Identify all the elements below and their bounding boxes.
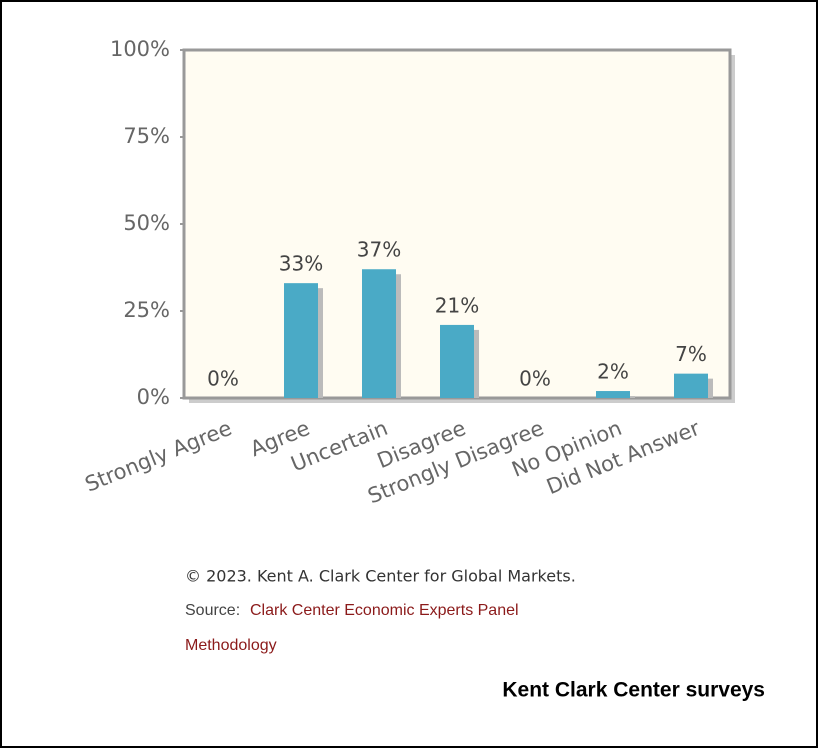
source-link[interactable]: Clark Center Economic Experts Panel — [250, 602, 519, 619]
value-label: 0% — [519, 367, 551, 391]
value-label: 2% — [597, 360, 629, 384]
bar — [362, 269, 396, 398]
copyright: © 2023. Kent A. Clark Center for Global … — [185, 567, 576, 586]
value-label: 21% — [435, 293, 479, 317]
bar — [596, 391, 630, 398]
bar — [284, 283, 318, 398]
y-tick-label: 50% — [123, 211, 170, 235]
y-tick-label: 100% — [110, 37, 170, 61]
y-tick-label: 25% — [123, 298, 170, 322]
caption: Kent Clark Center surveys — [502, 679, 765, 702]
value-label: 7% — [675, 342, 707, 366]
y-tick-label: 75% — [123, 124, 170, 148]
bar — [674, 373, 708, 398]
bar — [440, 324, 474, 398]
value-label: 33% — [279, 252, 323, 276]
value-label: 37% — [357, 238, 401, 262]
source-label: Source: — [185, 602, 240, 619]
methodology-link[interactable]: Methodology — [185, 637, 277, 654]
value-label: 0% — [207, 367, 239, 391]
y-tick-label: 0% — [137, 385, 170, 409]
